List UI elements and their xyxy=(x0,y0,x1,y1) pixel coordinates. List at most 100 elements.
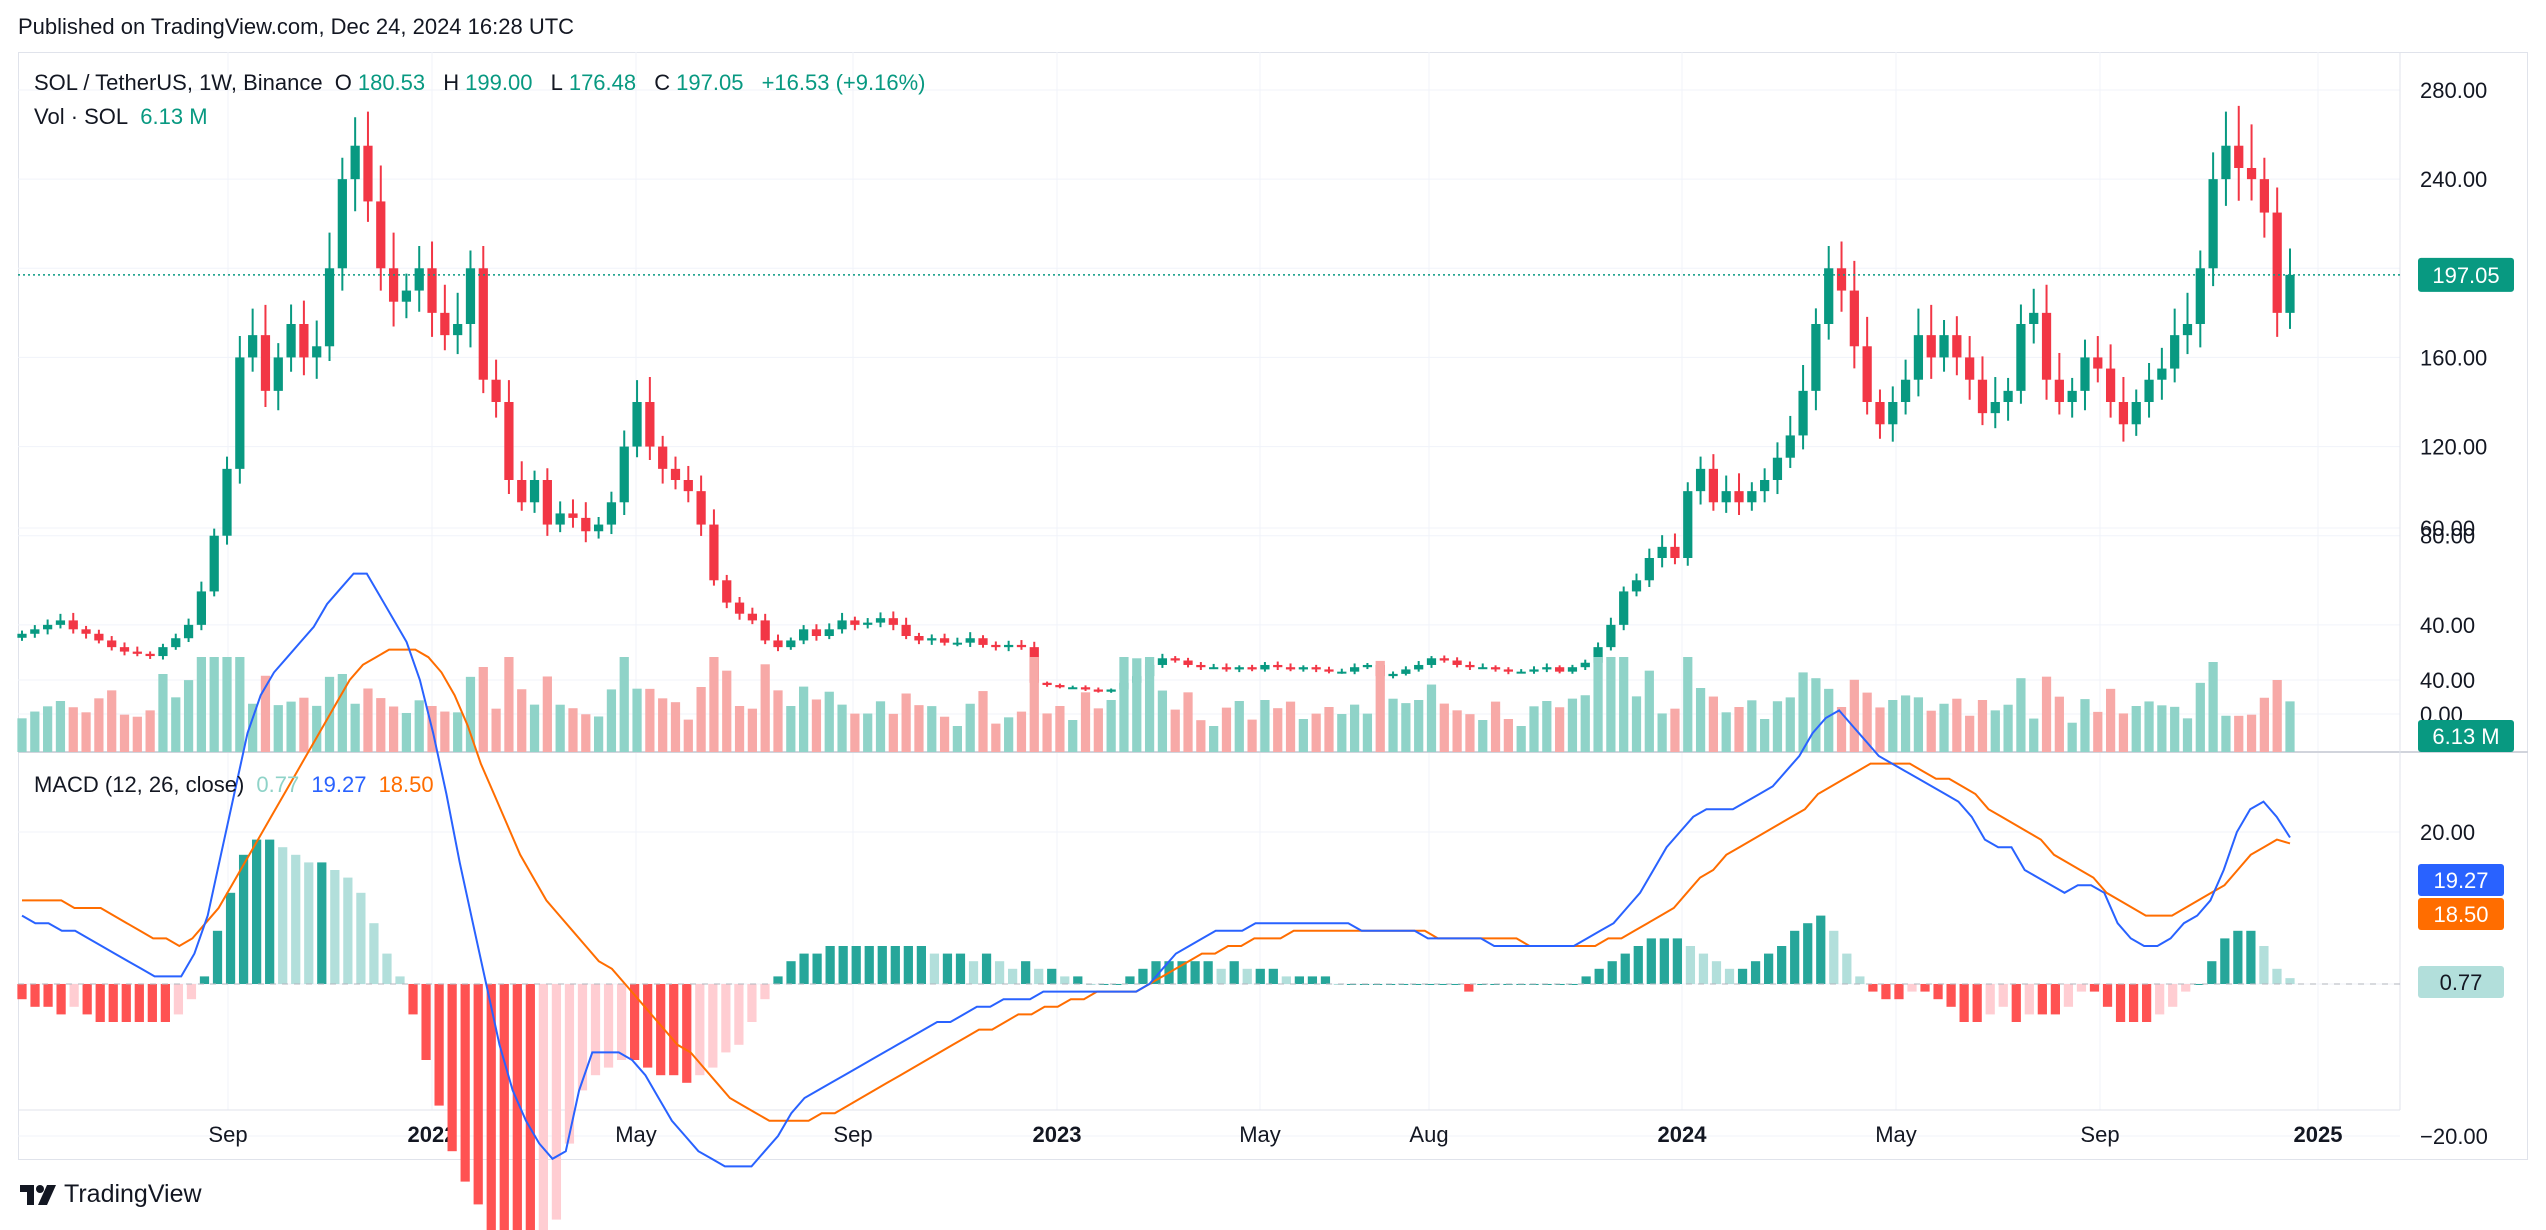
candle-body xyxy=(1170,658,1180,661)
candle-body xyxy=(1875,402,1885,425)
change-value: +16.53 (+9.16%) xyxy=(761,70,926,95)
macd-histogram-bar xyxy=(903,946,913,984)
volume-bar xyxy=(1414,700,1424,752)
macd-line xyxy=(21,572,2291,1168)
macd-histogram-bar xyxy=(1268,968,1278,984)
candle-body xyxy=(299,324,309,358)
macd-histogram-bar xyxy=(786,961,796,984)
volume-bar xyxy=(1798,672,1808,752)
macd-histogram-bar xyxy=(1307,976,1318,984)
volume-bar xyxy=(1119,657,1129,752)
volume-bar xyxy=(1452,710,1462,752)
volume-bar xyxy=(94,698,104,752)
macd-histogram-bar xyxy=(369,923,379,984)
tradingview-brand[interactable]: TradingView xyxy=(20,1180,202,1209)
macd-histogram-bar xyxy=(160,984,170,1022)
volume-bar xyxy=(2259,697,2269,752)
volume-bar xyxy=(273,705,283,752)
macd-histogram-bar xyxy=(265,839,275,984)
x-tick-label: Sep xyxy=(2080,1122,2119,1147)
candle-body xyxy=(696,491,706,525)
macd-histogram-bar xyxy=(30,984,40,1007)
last-price-badge-text: 197.05 xyxy=(2432,263,2499,288)
volume-bar xyxy=(1439,703,1449,752)
volume-bar xyxy=(1503,719,1513,752)
volume-bar xyxy=(2144,701,2154,752)
macd-histogram-bar xyxy=(121,984,131,1022)
candle-body xyxy=(1811,324,1821,391)
macd-histogram-bar xyxy=(186,984,197,1000)
macd-histogram-bar xyxy=(1959,984,1969,1022)
macd-histogram-bar xyxy=(1255,968,1265,984)
macd-histogram-bar xyxy=(1060,976,1070,984)
macd-histogram-bar xyxy=(2259,946,2269,984)
macd-histogram-bar xyxy=(2050,984,2060,1015)
candle-body xyxy=(542,480,552,525)
candle-body xyxy=(2272,212,2282,313)
volume-bar xyxy=(43,706,53,752)
volume-bar xyxy=(1029,657,1039,752)
volume-bar xyxy=(965,703,975,752)
macd-histogram-bar xyxy=(1594,968,1604,984)
candle-body xyxy=(1452,660,1462,665)
macd-histogram-bar xyxy=(1868,984,1878,992)
volume-bar xyxy=(1349,704,1360,752)
candle-body xyxy=(1913,335,1924,380)
candle-body xyxy=(1004,644,1014,648)
volume-bar xyxy=(2016,678,2026,752)
candle-body xyxy=(875,618,886,623)
candle-body xyxy=(1939,335,1949,358)
candle-body xyxy=(2131,402,2141,425)
candle-body xyxy=(1324,669,1334,672)
candle-body xyxy=(1157,658,1168,665)
volume-bar xyxy=(440,711,450,752)
macd-histogram-bar xyxy=(1790,930,1800,984)
symbol-title: SOL / TetherUS, 1W, Binance xyxy=(34,70,323,95)
macd-histogram-bar xyxy=(1008,968,1018,984)
candle-body xyxy=(683,480,693,492)
volume-bar xyxy=(888,713,898,752)
published-caption: Published on TradingView.com, Dec 24, 20… xyxy=(18,14,575,39)
candle-body xyxy=(914,636,924,641)
candle-body xyxy=(1824,268,1834,324)
candle-body xyxy=(2182,324,2193,336)
candle-body xyxy=(171,638,181,648)
macd-histogram-bar xyxy=(382,953,392,984)
candle-body xyxy=(30,629,40,634)
candle-body xyxy=(1247,667,1257,670)
candle-body xyxy=(2170,335,2180,369)
brand-name: TradingView xyxy=(64,1180,202,1208)
candle-body xyxy=(773,640,783,648)
macd-signal-line xyxy=(22,648,2291,1122)
macd-histogram-bar xyxy=(1659,938,1669,984)
macd-histogram-bar xyxy=(890,946,900,984)
candle-body xyxy=(2234,145,2244,168)
volume-bar xyxy=(1209,726,1219,752)
volume-bar xyxy=(376,698,386,752)
macd-histogram-bar xyxy=(2181,984,2191,992)
candle-body xyxy=(645,402,655,447)
open-value: 180.53 xyxy=(357,70,426,95)
volume-bar xyxy=(1811,678,1821,752)
macd-histogram-bar xyxy=(1451,984,1461,985)
candle-body xyxy=(1747,491,1757,503)
price-tick-label: 80.00 xyxy=(2420,524,2475,549)
macd-histogram-bar xyxy=(1216,968,1226,984)
volume-bar xyxy=(414,700,424,752)
volume-bar xyxy=(1234,701,1244,752)
candle-body xyxy=(2246,168,2257,180)
candle-body xyxy=(2067,390,2077,402)
tradingview-logo-icon xyxy=(20,1184,56,1205)
macd-histogram-bar xyxy=(238,854,249,984)
volume-bar xyxy=(2067,722,2077,752)
volume-label: Vol · SOL xyxy=(34,104,129,129)
macd-histogram-bar xyxy=(1724,968,1735,984)
candle-body xyxy=(2208,179,2218,269)
high-label: H xyxy=(443,70,460,95)
candle-body xyxy=(81,629,91,634)
candle-body xyxy=(529,480,540,503)
volume-bar xyxy=(773,690,783,752)
volume-bar xyxy=(1260,700,1270,752)
candle-body xyxy=(670,468,681,480)
